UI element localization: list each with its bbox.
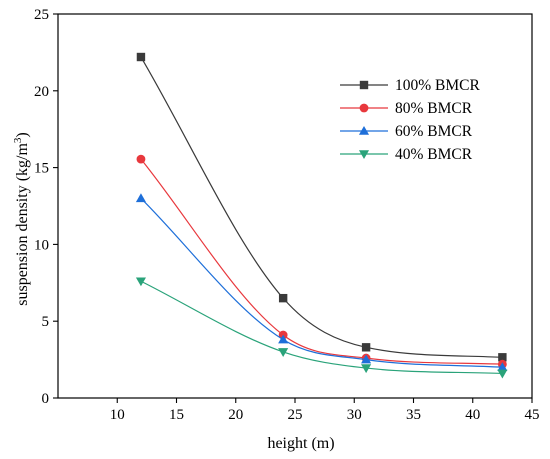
data-point bbox=[135, 277, 146, 287]
plot-frame bbox=[57, 13, 533, 399]
y-axis-title-group: suspension density (kg/m3) bbox=[12, 132, 31, 306]
data-point bbox=[278, 348, 289, 357]
y-tick-label: 10 bbox=[34, 237, 49, 253]
x-tick-label: 30 bbox=[347, 407, 362, 423]
series-2 bbox=[136, 154, 507, 369]
data-point bbox=[361, 364, 372, 374]
data-point bbox=[497, 362, 508, 372]
x-tick-label: 45 bbox=[525, 407, 540, 423]
y-axis-title-main: suspension density (kg/m bbox=[14, 143, 31, 306]
data-point bbox=[136, 154, 146, 164]
data-point bbox=[498, 353, 507, 362]
data-point bbox=[278, 293, 288, 303]
data-point bbox=[136, 52, 146, 62]
plot-area bbox=[57, 13, 533, 399]
y-tick-label: 0 bbox=[42, 391, 50, 407]
series-layer bbox=[135, 52, 508, 379]
legend-label: 100% BMCR bbox=[395, 77, 480, 94]
legend-label: 80% BMCR bbox=[395, 100, 473, 117]
legend-marker bbox=[359, 80, 369, 90]
data-point bbox=[135, 193, 146, 203]
series-line bbox=[140, 56, 503, 358]
legend-label: 40% BMCR bbox=[395, 146, 473, 163]
x-tick-label: 25 bbox=[288, 407, 303, 423]
x-axis-title: height (m) bbox=[267, 435, 334, 452]
legend-marker bbox=[359, 103, 369, 113]
x-tick-label: 40 bbox=[465, 407, 480, 423]
data-point bbox=[497, 369, 508, 379]
y-tick-label: 15 bbox=[34, 161, 49, 177]
legend-label: 60% BMCR bbox=[395, 123, 473, 140]
series-line bbox=[140, 158, 503, 365]
legend: 100% BMCR 80% BMCR 60% BMCR 40% BMCR bbox=[340, 77, 480, 163]
axes-layer: 10 15 20 25 30 35 40 45 0 5 10 15 20 25 bbox=[34, 7, 540, 423]
y-tick-label: 20 bbox=[34, 84, 49, 100]
x-tick-label: 35 bbox=[406, 407, 421, 423]
data-point bbox=[278, 334, 289, 344]
legend-item: 60% BMCR bbox=[340, 123, 473, 140]
legend-item: 100% BMCR bbox=[340, 77, 480, 94]
x-tick-label: 15 bbox=[169, 407, 184, 423]
legend-item: 40% BMCR bbox=[340, 146, 473, 163]
y-axis-title: suspension density (kg/m3) bbox=[12, 132, 31, 306]
series-4 bbox=[135, 277, 508, 379]
x-tick-label: 10 bbox=[110, 407, 125, 423]
x-tick-label: 20 bbox=[228, 407, 243, 423]
y-axis-title-superscript: 3 bbox=[12, 137, 24, 143]
series-1 bbox=[136, 52, 507, 362]
series-3 bbox=[135, 193, 508, 372]
legend-item: 80% BMCR bbox=[340, 100, 473, 117]
data-point bbox=[361, 354, 372, 364]
legend-marker bbox=[358, 150, 370, 160]
y-tick-label: 5 bbox=[42, 314, 50, 330]
series-line bbox=[140, 197, 503, 368]
legend-marker bbox=[358, 125, 370, 135]
y-axis-title-close: ) bbox=[14, 132, 31, 137]
y-tick-label: 25 bbox=[34, 7, 49, 23]
series-line bbox=[140, 280, 503, 375]
data-point bbox=[361, 343, 371, 352]
